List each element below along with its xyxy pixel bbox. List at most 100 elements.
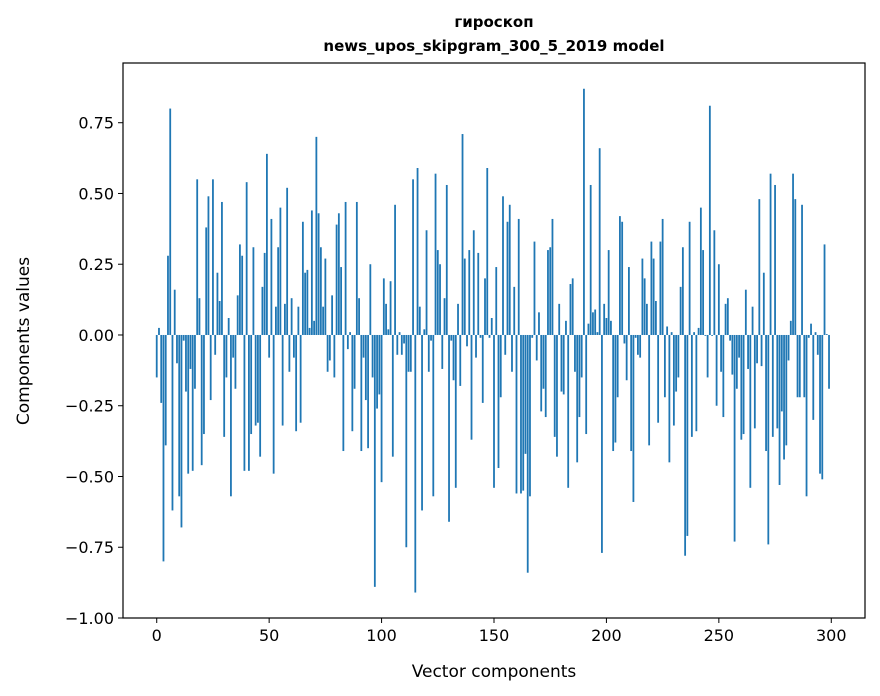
bar — [783, 334, 785, 460]
bar — [279, 207, 282, 335]
bar — [634, 334, 637, 338]
x-axis-ticks: 0 50 100 150 200 250 300 — [152, 618, 847, 645]
bar — [767, 334, 770, 545]
bar — [313, 320, 316, 335]
bar — [328, 334, 331, 361]
bar — [263, 252, 266, 335]
bar — [506, 221, 509, 335]
bar — [531, 334, 534, 338]
bar — [173, 289, 176, 335]
bar — [171, 334, 174, 511]
bar — [214, 334, 217, 355]
bar — [592, 312, 594, 335]
bar — [277, 247, 280, 335]
bar — [792, 173, 794, 335]
bar — [360, 334, 363, 452]
bar — [520, 334, 522, 494]
bar — [290, 298, 293, 335]
bar — [565, 320, 567, 335]
bar — [621, 221, 624, 335]
bar — [668, 334, 671, 463]
bar — [454, 334, 457, 488]
bar — [459, 334, 462, 386]
bar — [443, 298, 446, 335]
bar — [353, 334, 356, 389]
bar — [230, 334, 232, 497]
y-axis-ticks: −1.00 −0.75 −0.50 −0.25 0.00 0.25 0.50 0.75 — [65, 114, 123, 628]
bar — [704, 334, 707, 336]
bar — [504, 334, 507, 355]
bar — [457, 303, 459, 335]
bar — [603, 303, 606, 335]
bar — [180, 334, 183, 528]
bar — [405, 334, 408, 548]
bar — [342, 334, 345, 452]
bar — [187, 334, 190, 474]
bar — [470, 334, 473, 440]
bar — [499, 334, 502, 398]
bar — [535, 334, 538, 361]
bar — [738, 334, 740, 358]
x-axis-label: Vector components — [412, 662, 577, 682]
bar — [681, 247, 684, 335]
bar — [308, 327, 311, 335]
bar — [556, 334, 558, 457]
bar — [472, 230, 475, 335]
bar — [828, 334, 830, 389]
bar — [466, 334, 468, 347]
bar — [601, 334, 603, 553]
bar — [243, 334, 246, 471]
bar — [198, 298, 201, 335]
bar — [560, 334, 563, 392]
bar — [693, 332, 696, 335]
bar — [191, 334, 194, 471]
bar — [805, 334, 808, 497]
bar — [306, 269, 309, 335]
y-tick-label: −0.50 — [65, 467, 114, 486]
bar — [697, 327, 700, 335]
y-tick-label: −0.75 — [65, 538, 114, 557]
bar — [661, 218, 664, 335]
bar — [758, 199, 761, 335]
bar — [785, 334, 788, 446]
bar — [331, 295, 334, 335]
bar — [340, 267, 343, 335]
bar — [252, 247, 255, 335]
bar — [283, 303, 286, 335]
bar — [511, 334, 513, 372]
bar — [540, 334, 543, 412]
bar — [270, 218, 273, 335]
bar — [816, 334, 819, 355]
bar — [722, 334, 725, 418]
bar — [461, 134, 464, 335]
bar — [576, 334, 579, 463]
bar — [688, 221, 691, 335]
bar — [382, 278, 385, 335]
bar — [221, 201, 223, 335]
bar — [335, 224, 338, 335]
bar — [481, 334, 484, 403]
bar — [207, 196, 210, 335]
bar — [248, 334, 250, 471]
chart-subtitle: news_upos_skipgram_300_5_2019 model — [323, 37, 664, 55]
bar — [315, 136, 318, 335]
bar — [389, 281, 392, 335]
bar — [495, 267, 498, 335]
bar — [378, 334, 381, 395]
bar — [344, 201, 347, 335]
bar — [558, 303, 561, 335]
bar — [185, 334, 187, 392]
bar — [551, 218, 554, 335]
bar — [216, 272, 219, 335]
bar — [753, 334, 756, 429]
bar — [774, 184, 776, 335]
bar — [812, 334, 815, 420]
bar — [807, 334, 810, 338]
bar — [726, 298, 729, 335]
bar — [427, 334, 430, 372]
bar — [351, 334, 354, 432]
bar — [261, 286, 264, 335]
bar — [245, 182, 248, 335]
bar — [349, 332, 351, 335]
